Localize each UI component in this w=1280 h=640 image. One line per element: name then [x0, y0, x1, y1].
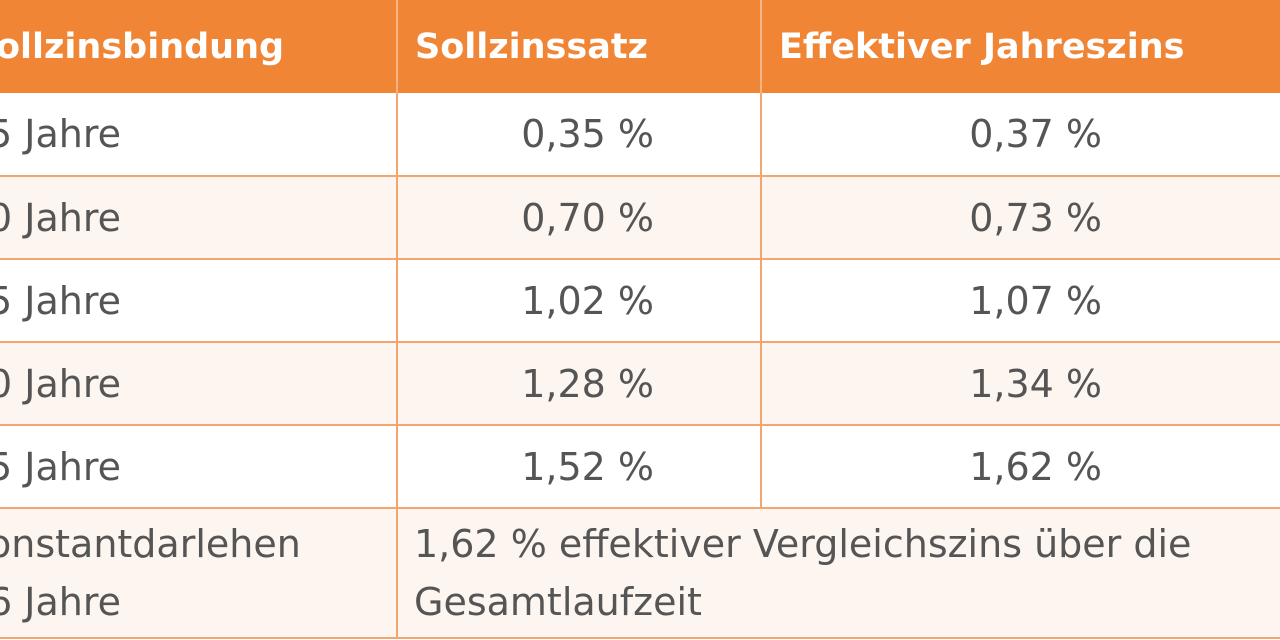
term-label-line1: onstantdarlehen	[0, 522, 301, 566]
term-cell: 0 Jahre	[0, 361, 121, 406]
header-cell: ollzinsbindung	[0, 0, 398, 93]
header-cell: Sollzinssatz	[398, 0, 762, 93]
table-row: 0 Jahre 0,70 % 0,73 %	[0, 177, 1280, 260]
table-row: 5 Jahre 1,02 % 1,07 %	[0, 260, 1280, 343]
note-line2: Gesamtlaufzeit	[414, 580, 702, 624]
header-sollzinsbindung: ollzinsbindung	[0, 26, 285, 67]
table-row: 0 Jahre 1,28 % 1,34 %	[0, 343, 1280, 426]
table-header: ollzinsbindung Sollzinssatz Effektiver J…	[0, 0, 1280, 93]
table-row: 5 Jahre 0,35 % 0,37 %	[0, 93, 1280, 177]
table-row-konstantdarlehen: onstantdarlehen 6 Jahre 1,62 % effektive…	[0, 509, 1280, 639]
term-cell: 5 Jahre	[0, 278, 121, 323]
note-line1: 1,62 % effektiver Vergleichszins über di…	[414, 522, 1192, 566]
term-cell: 5 Jahre	[0, 112, 121, 156]
rate-cell: 1,52 %	[521, 444, 654, 489]
rate-cell: 0,70 %	[521, 195, 654, 240]
term-cell: 5 Jahre	[0, 444, 121, 489]
effective-rate-cell: 1,62 %	[969, 444, 1102, 489]
rate-cell: 0,35 %	[521, 112, 654, 156]
header-effektiver-jahreszins: Effektiver Jahreszins	[779, 26, 1185, 67]
effective-rate-cell: 1,07 %	[969, 278, 1102, 323]
term-cell: 0 Jahre	[0, 195, 121, 240]
effective-rate-cell: 0,37 %	[969, 112, 1102, 156]
term-label-line2: 6 Jahre	[0, 580, 121, 624]
effective-rate-cell: 1,34 %	[969, 361, 1102, 406]
header-sollzinssatz: Sollzinssatz	[415, 26, 648, 67]
rate-cell: 1,02 %	[521, 278, 654, 323]
table-row: 5 Jahre 1,52 % 1,62 %	[0, 426, 1280, 509]
rate-cell: 1,28 %	[521, 361, 654, 406]
header-cell: Effektiver Jahreszins	[762, 0, 1280, 93]
effective-rate-cell: 0,73 %	[969, 195, 1102, 240]
